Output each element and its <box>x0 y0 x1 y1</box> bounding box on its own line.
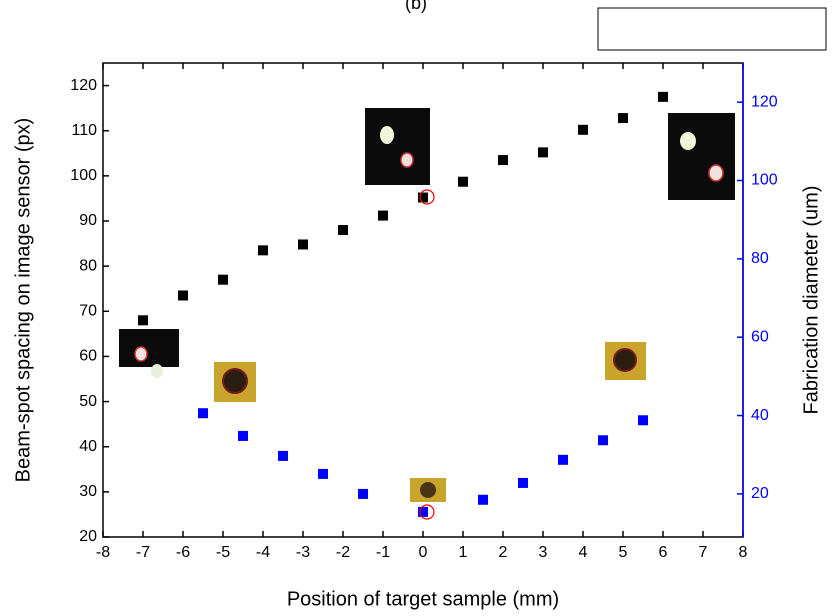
y-tick-label: 100 <box>70 167 97 184</box>
y-tick-label: 80 <box>79 257 97 274</box>
y2-tick-label: 40 <box>751 407 769 424</box>
chart-title: (b) <box>405 0 427 13</box>
x-tick-label: 2 <box>499 544 508 561</box>
point <box>278 450 288 461</box>
inset-images <box>119 108 735 502</box>
x-tick-label: 4 <box>579 544 588 561</box>
point <box>558 454 568 465</box>
y2-tick-label: 100 <box>751 172 778 189</box>
y2-axis-label: Fabrication diameter (um) <box>800 186 822 415</box>
x-tick-label: 5 <box>619 544 628 561</box>
point <box>338 225 348 236</box>
y-tick-label: 40 <box>79 438 97 455</box>
highlight-circle <box>419 189 435 205</box>
y-axis-label: Beam-spot spacing on image sensor (px) <box>12 118 34 483</box>
point <box>478 494 488 505</box>
x-tick-label: -7 <box>136 544 150 561</box>
x-tick-label: -8 <box>96 544 110 561</box>
point <box>658 91 668 102</box>
legend <box>597 7 827 51</box>
point <box>138 315 148 326</box>
point <box>178 290 188 301</box>
point <box>238 430 248 441</box>
x-tick-label: 0 <box>419 544 428 561</box>
x-tick-label: 3 <box>539 544 548 561</box>
x-tick-label: -5 <box>216 544 230 561</box>
y2-tick-label: 60 <box>751 328 769 345</box>
x-tick-label: -6 <box>176 544 190 561</box>
y2-tick-label: 80 <box>751 250 769 267</box>
y-tick-label: 70 <box>79 303 97 320</box>
y-tick-label: 90 <box>79 212 97 229</box>
y2-tick-label: 20 <box>751 485 769 502</box>
x-tick-label: 8 <box>739 544 748 561</box>
y-tick-label: 110 <box>71 122 97 139</box>
point <box>498 155 508 166</box>
x-tick-label: 7 <box>699 544 708 561</box>
y-tick-label: 30 <box>79 483 97 500</box>
y-tick-label: 60 <box>79 348 97 365</box>
point <box>598 435 608 446</box>
x-tick-label: 6 <box>659 544 668 561</box>
y2-tick-label: 120 <box>751 93 778 110</box>
point <box>418 506 428 517</box>
point <box>298 239 308 250</box>
point <box>458 176 468 187</box>
point <box>378 210 388 221</box>
x-tick-label: 1 <box>459 544 468 561</box>
point <box>578 124 588 135</box>
y-tick-label: 20 <box>79 528 97 545</box>
point <box>318 468 328 479</box>
y-tick-label: 50 <box>79 393 97 410</box>
x-tick-label: -3 <box>296 544 310 561</box>
point <box>198 408 208 419</box>
y-tick-label: 120 <box>70 77 97 94</box>
point <box>218 274 228 285</box>
point <box>638 415 648 426</box>
point <box>418 192 428 203</box>
x-tick-label: -1 <box>376 544 390 561</box>
point <box>258 245 268 256</box>
x-axis-label: Position of target sample (mm) <box>287 588 559 610</box>
point <box>618 113 628 124</box>
point <box>358 488 368 499</box>
x-tick-label: -2 <box>336 544 350 561</box>
point <box>518 477 528 488</box>
point <box>538 147 548 158</box>
highlight-circle <box>419 504 435 520</box>
x-tick-label: -4 <box>256 544 270 561</box>
